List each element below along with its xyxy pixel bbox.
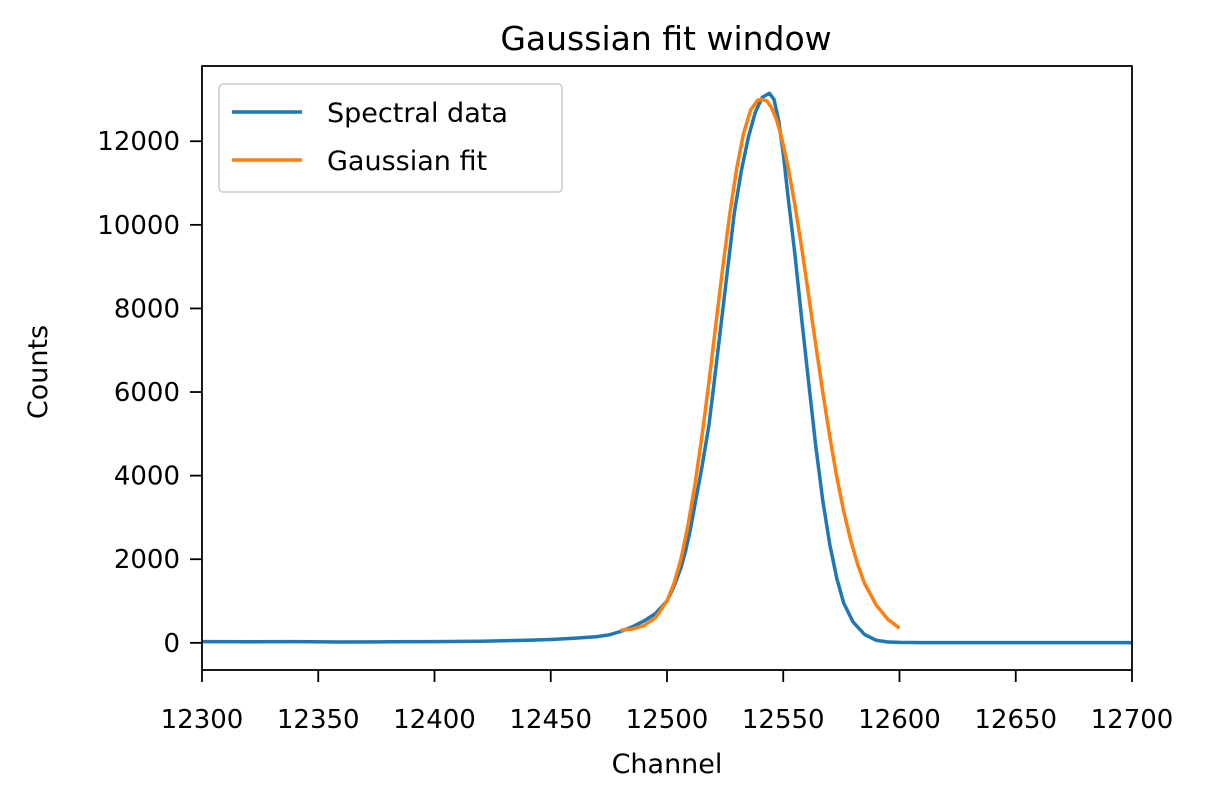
y-tick-label: 10000 bbox=[97, 211, 180, 241]
x-tick-label: 12400 bbox=[393, 705, 476, 735]
y-tick-label: 8000 bbox=[114, 294, 180, 324]
y-axis-label: Counts bbox=[23, 325, 54, 419]
series-layer bbox=[201, 91, 1132, 645]
x-tick-label: 12600 bbox=[858, 705, 941, 735]
legend-label-gaussian-fit: Gaussian fit bbox=[327, 146, 487, 177]
x-tick-label: 12350 bbox=[277, 705, 360, 735]
x-tick-label: 12300 bbox=[161, 705, 244, 735]
series-line-spectral-data bbox=[201, 91, 1132, 645]
legend: Spectral data Gaussian fit bbox=[218, 83, 563, 193]
x-axis-label: Channel bbox=[612, 749, 723, 780]
x-tick-label: 12450 bbox=[509, 705, 592, 735]
chart-title: Gaussian fit window bbox=[500, 19, 831, 58]
y-tick-label: 0 bbox=[163, 629, 180, 659]
x-axis: 12300 12350 12400 12450 12500 12550 12600 12650… bbox=[161, 670, 1174, 735]
legend-label-spectral-data: Spectral data bbox=[327, 98, 508, 129]
x-tick-label: 12650 bbox=[974, 705, 1057, 735]
series-line-gaussian-fit bbox=[620, 97, 901, 632]
x-tick-label: 12500 bbox=[626, 705, 709, 735]
y-tick-label: 12000 bbox=[97, 127, 180, 157]
y-axis: 0 2000 4000 6000 8000 10000 12000 bbox=[97, 127, 202, 659]
y-tick-label: 4000 bbox=[114, 462, 180, 492]
x-tick-label: 12700 bbox=[1091, 705, 1174, 735]
legend-box bbox=[218, 83, 563, 193]
x-tick-label: 12550 bbox=[742, 705, 825, 735]
y-tick-label: 2000 bbox=[114, 545, 180, 575]
y-tick-label: 6000 bbox=[114, 378, 180, 408]
